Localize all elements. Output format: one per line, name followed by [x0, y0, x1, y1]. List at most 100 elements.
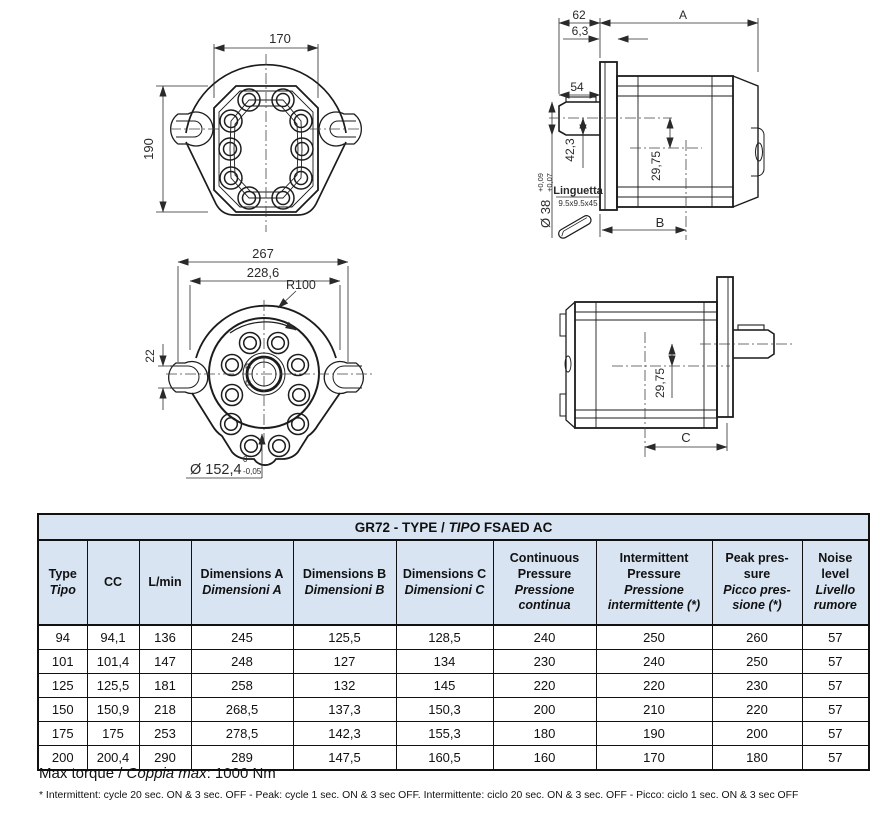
side-view-shaft-left-drawing: 62 A 6,3 54 42,3 Ø 38 +0,09 +0,07 29,75 …	[536, 8, 765, 240]
col-header-type: Type Tipo	[37, 539, 88, 626]
dim-shaft-dia-label: Ø 38	[538, 200, 553, 228]
col-header-cc-en: CC	[103, 574, 123, 589]
cell-intermittent: 250	[595, 624, 713, 650]
pilot-tol-upper-label: 0	[243, 455, 248, 464]
col-header-peak-pressure-it: Picco pres- sione (*)	[723, 582, 791, 613]
cell-intermittent: 190	[595, 721, 713, 746]
dim-r100-label: R100	[286, 278, 316, 292]
dim-29-75-label: 29,75	[649, 151, 663, 181]
table-title-italic: TIPO	[448, 519, 481, 535]
cell-peak: 230	[711, 673, 803, 698]
cell-intermittent: 170	[595, 745, 713, 771]
cell-dim-a: 245	[190, 624, 294, 650]
side-view-shaft-right-drawing: 29,75 C	[559, 276, 792, 458]
cell-lmin: 253	[138, 721, 192, 746]
col-header-intermittent-pressure-en: Intermittent Pressure	[619, 551, 689, 581]
cell-lmin: 136	[138, 624, 192, 650]
shaft-tol-lower-label: +0,07	[545, 173, 554, 192]
table-header-row: Type Tipo CC L/min Dimensions A Dimensioni…	[37, 539, 870, 626]
col-header-intermittent-pressure-it: Pressione intermittente (*)	[607, 582, 701, 613]
cell-dim-b: 125,5	[292, 624, 397, 650]
dim-B-label: B	[656, 215, 665, 230]
dim-190-label: 190	[141, 138, 156, 160]
cell-peak: 180	[711, 745, 803, 771]
cell-noise: 57	[801, 721, 870, 746]
col-header-type-it: Tipo	[49, 582, 76, 597]
cell-peak: 200	[711, 721, 803, 746]
cell-continuous: 200	[492, 697, 597, 722]
side-view-right-centerlines	[612, 332, 792, 458]
table-title-post: FSAED AC	[480, 519, 553, 535]
col-header-noise-level-it: Livello rumore	[813, 582, 857, 613]
cell-cc: 94,1	[86, 624, 140, 650]
dim-170-label: 170	[269, 31, 291, 46]
cell-cc: 101,4	[86, 649, 140, 674]
cell-dim-c: 160,5	[395, 745, 494, 771]
cell-lmin: 290	[138, 745, 192, 771]
col-header-noise-level-en: Noise level	[818, 551, 853, 581]
cell-continuous: 240	[492, 624, 597, 650]
cell-continuous: 230	[492, 649, 597, 674]
rear-view-drawing: 170 190	[141, 31, 362, 232]
cell-dim-c: 145	[395, 673, 494, 698]
rear-view-dim-lines	[156, 44, 319, 213]
table-row: 94 94,1 136 245 125,5 128,5 240 250 260 57	[37, 624, 870, 650]
cell-dim-a: 258	[190, 673, 294, 698]
dim-29-75-right-label: 29,75	[653, 368, 667, 398]
col-header-continuous-pressure-en: Continuous Pressure	[509, 551, 580, 581]
key-sketch	[558, 215, 592, 239]
dim-A-label: A	[679, 8, 687, 22]
cell-dim-a: 289	[190, 745, 294, 771]
cell-intermittent: 220	[595, 673, 713, 698]
cell-peak: 220	[711, 697, 803, 722]
table-title-pre: GR72 - TYPE /	[354, 519, 449, 535]
cell-noise: 57	[801, 624, 870, 650]
shaft-tol-upper-label: +0,09	[536, 173, 545, 192]
cell-dim-c: 134	[395, 649, 494, 674]
cell-lmin: 147	[138, 649, 192, 674]
table-title-row: GR72 - TYPE / TIPO FSAED AC	[37, 513, 870, 541]
cell-dim-c: 128,5	[395, 624, 494, 650]
cell-dim-a: 278,5	[190, 721, 294, 746]
dim-6-3-label: 6,3	[572, 24, 589, 38]
col-header-lmin: L/min	[138, 539, 192, 626]
cell-peak: 250	[711, 649, 803, 674]
cell-dim-a: 248	[190, 649, 294, 674]
cell-cc: 150,9	[86, 697, 140, 722]
cell-continuous: 220	[492, 673, 597, 698]
cell-dim-b: 142,3	[292, 721, 397, 746]
col-header-continuous-pressure-it: Pressione continua	[514, 582, 575, 613]
side-view-dim-lines	[548, 18, 759, 238]
cell-type: 175	[37, 721, 88, 746]
key-size-label: 9.5x9.5x45	[558, 199, 598, 208]
side-view-centerlines	[549, 117, 702, 240]
cell-lmin: 218	[138, 697, 192, 722]
col-header-dim-b: Dimensions B Dimensioni B	[292, 539, 397, 626]
cell-type: 94	[37, 624, 88, 650]
cell-noise: 57	[801, 649, 870, 674]
col-header-dim-c-en: Dimensions C	[402, 566, 487, 581]
max-torque-pre: Max torque /	[39, 765, 127, 782]
cell-intermittent: 240	[595, 649, 713, 674]
table-row: 150 150,9 218 268,5 137,3 150,3 200 210 220 57	[37, 697, 870, 722]
cell-lmin: 181	[138, 673, 192, 698]
key-label: Linguetta	[553, 185, 603, 197]
shaft-diameter-label-group: Ø 38 +0,09 +0,07	[536, 173, 554, 228]
col-header-dim-a: Dimensions A Dimensioni A	[190, 539, 294, 626]
rear-view-centerlines	[170, 54, 362, 232]
table-row: 175 175 253 278,5 142,3 155,3 180 190 200 57	[37, 721, 870, 746]
side-view-right-body	[559, 276, 775, 429]
col-header-dim-a-en: Dimensions A	[200, 566, 284, 581]
dim-228-6-label: 228,6	[247, 265, 280, 280]
cell-dim-b: 137,3	[292, 697, 397, 722]
cell-dim-c: 155,3	[395, 721, 494, 746]
col-header-continuous-pressure: Continuous Pressure Pressione continua	[492, 539, 597, 626]
cell-continuous: 160	[492, 745, 597, 771]
cell-dim-b: 127	[292, 649, 397, 674]
col-header-peak-pressure-en: Peak pres- sure	[725, 551, 789, 581]
cell-cc: 175	[86, 721, 140, 746]
table-row: 101 101,4 147 248 127 134 230 240 250 57	[37, 649, 870, 674]
front-view-body	[168, 304, 364, 466]
dim-42-3-label: 42,3	[563, 138, 577, 162]
